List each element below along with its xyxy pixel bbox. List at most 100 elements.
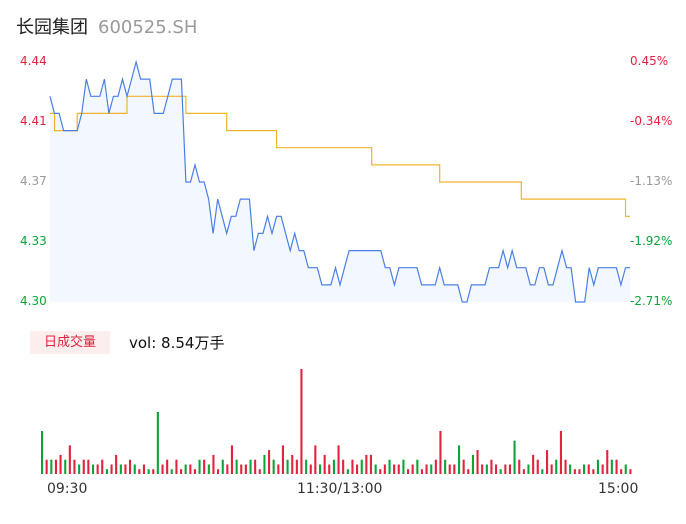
volume-bar — [96, 464, 99, 474]
stock-name: 长园集团 — [16, 17, 88, 38]
volume-bar — [374, 464, 377, 474]
volume-bar — [87, 459, 90, 474]
price-chart — [49, 59, 630, 303]
volume-bar — [59, 454, 62, 474]
volume-bar — [175, 459, 178, 474]
volume-bar — [615, 459, 618, 474]
volume-bar — [369, 454, 372, 474]
volume-bar — [254, 459, 257, 474]
volume-bar — [124, 464, 127, 474]
stock-title: 长园集团 600525.SH — [16, 13, 197, 39]
volume-bar — [68, 445, 71, 474]
volume-bar — [499, 469, 502, 474]
average-price-line — [50, 95, 630, 217]
volume-bar — [365, 454, 368, 474]
volume-bar — [624, 464, 627, 474]
volume-bar — [286, 459, 289, 474]
y-tick-left-3: 4.33 — [20, 234, 47, 248]
volume-bar — [258, 469, 261, 474]
volume-bar — [407, 469, 410, 474]
y-tick-left-2: 4.37 — [20, 174, 47, 188]
volume-bar — [536, 459, 539, 474]
volume-bar — [64, 459, 67, 474]
volume-bar — [189, 464, 192, 474]
volume-bar — [110, 464, 113, 474]
volume-bar — [541, 469, 544, 474]
volume-bar — [129, 459, 132, 474]
volume-bar — [212, 454, 215, 474]
volume-badge: 日成交量 — [30, 331, 110, 354]
volume-bar — [569, 464, 572, 474]
volume-bar — [226, 464, 229, 474]
volume-bar — [240, 464, 243, 474]
volume-bar — [92, 464, 95, 474]
volume-bar — [82, 459, 85, 474]
volume-bar — [263, 454, 266, 474]
volume-bar — [346, 469, 349, 474]
volume-bar — [300, 369, 303, 474]
volume-bar — [184, 464, 187, 474]
x-tick-open: 09:30 — [47, 481, 88, 497]
volume-bar — [221, 459, 224, 474]
volume-bar — [217, 469, 220, 474]
volume-bar — [564, 459, 567, 474]
volume-bar — [601, 464, 604, 474]
volume-bar — [203, 459, 206, 474]
volume-bar — [272, 459, 275, 474]
volume-readout: vol: 8.54万手 — [129, 334, 225, 352]
volume-bar — [379, 469, 382, 474]
y-tick-right-2: -1.13% — [630, 174, 673, 188]
volume-bar — [119, 464, 122, 474]
volume-bar — [527, 464, 530, 474]
volume-bar — [105, 469, 108, 474]
volume-bar — [462, 459, 465, 474]
volume-bar — [388, 459, 391, 474]
volume-bar — [606, 450, 609, 474]
volume-bar — [592, 469, 595, 474]
volume-bar — [583, 464, 586, 474]
volume-bar — [193, 469, 196, 474]
volume-bar — [314, 445, 317, 474]
price-area — [50, 62, 630, 302]
price-line — [49, 59, 630, 303]
volume-bar — [166, 459, 169, 474]
volume-bar — [430, 464, 433, 474]
volume-bar — [133, 464, 136, 474]
volume-bar — [495, 464, 498, 474]
volume-bar — [532, 454, 535, 474]
volume-bar — [73, 459, 76, 474]
volume-bar — [198, 459, 201, 474]
volume-bar — [555, 459, 558, 474]
volume-bar — [360, 459, 363, 474]
volume-bar — [416, 459, 419, 474]
volume-bar — [397, 464, 400, 474]
volume-bar — [587, 464, 590, 474]
volume-bar — [152, 469, 155, 474]
volume-bar — [476, 450, 479, 474]
volume-bar — [573, 469, 576, 474]
x-tick-close: 15:00 — [598, 481, 639, 497]
volume-bar — [471, 454, 474, 474]
volume-bar — [411, 464, 414, 474]
y-tick-right-1: -0.34% — [630, 114, 673, 128]
volume-bar — [629, 469, 632, 474]
stock-code: 600525.SH — [98, 17, 198, 38]
volume-bar — [50, 459, 53, 474]
volume-bar — [138, 469, 141, 474]
volume-bars — [41, 369, 632, 474]
volume-bar — [610, 459, 613, 474]
volume-bar — [518, 459, 521, 474]
volume-bar — [444, 459, 447, 474]
y-tick-left-4: 4.30 — [20, 294, 47, 308]
volume-bar — [249, 459, 252, 474]
volume-bar — [383, 464, 386, 474]
volume-bar — [309, 464, 312, 474]
volume-bar — [337, 445, 340, 474]
volume-bar — [101, 459, 104, 474]
volume-bar — [323, 454, 326, 474]
y-tick-right-0: 0.45% — [630, 54, 669, 68]
volume-bar — [596, 459, 599, 474]
volume-bar — [170, 469, 173, 474]
volume-bar — [281, 445, 284, 474]
volume-bar — [448, 464, 451, 474]
